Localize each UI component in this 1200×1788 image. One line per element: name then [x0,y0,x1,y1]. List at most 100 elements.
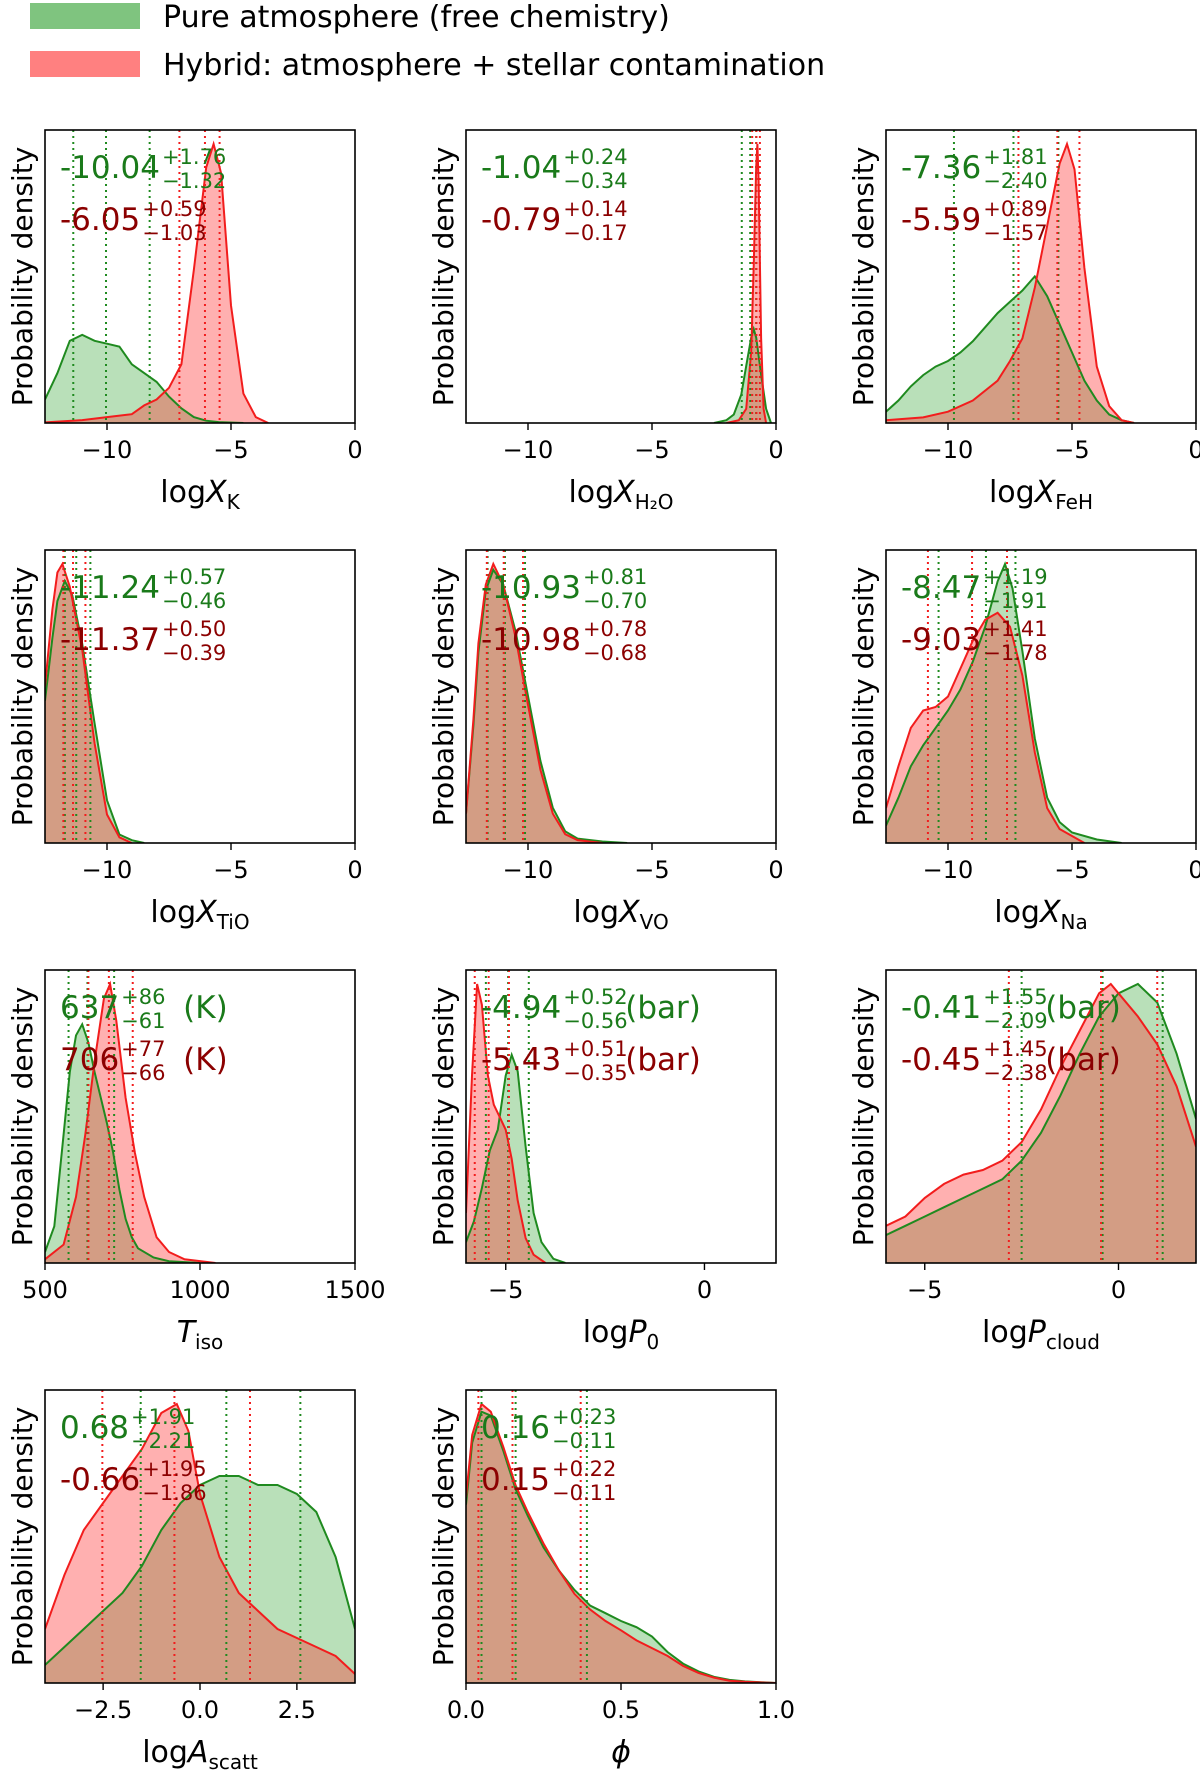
hybrid-annotation-value: -10.98 [481,622,581,658]
pure-annotation-value: -8.47 [901,570,981,606]
pure-annotation: 637 +86−61 (K) [60,985,228,1033]
pure-annotation-value: 0.16 [481,1410,550,1446]
panel-4: −10 −5 0 logXVO Probability density -10.93 +0.… [427,549,784,934]
x-tick-label-2: 1.0 [757,1696,795,1724]
pure-annotation-upper-error: +0.24 [563,145,627,169]
panel-frame [44,549,356,844]
pure-annotation-upper-error: +1.81 [983,145,1047,169]
hybrid-annotation: -0.45 +1.45−2.38 (bar) [901,1037,1121,1085]
pure-density-fill [466,1054,566,1263]
x-label-prefix: log [160,475,206,510]
pure-density-line [466,567,628,843]
pure-annotation-unit: (bar) [1045,990,1121,1026]
x-tick-label-2: 2.5 [278,1696,316,1724]
x-axis-label: logXTiO [150,895,249,934]
hybrid-annotation-lower-error: −2.38 [983,1061,1047,1085]
hybrid-annotation: -0.66 +1.95−1.86 [60,1457,207,1505]
x-tick-label-0: −2.5 [74,1696,132,1724]
y-axis-label: Probability density [427,987,460,1247]
hybrid-annotation-lower-error: −0.11 [552,1481,616,1505]
pure-annotation-upper-error: +1.76 [162,145,226,169]
hybrid-density-line [466,1402,776,1683]
x-label-subscript: VO [640,910,669,934]
x-tick-label-0: −10 [503,436,554,464]
hybrid-density-line [886,140,1135,423]
pure-density-line [466,1410,776,1683]
panel-frame [465,549,777,844]
pure-annotation-upper-error: +0.81 [583,565,647,589]
hybrid-density-line [45,1402,355,1675]
x-label-variable: T [177,1315,198,1350]
hybrid-annotation-unit: (bar) [1045,1042,1121,1078]
x-tick-label-1: −5 [1054,436,1089,464]
pure-density-fill [45,1024,200,1263]
pure-annotation-lower-error: −61 [121,1009,165,1033]
x-axis-label: logP0 [583,1315,660,1354]
panel-frame [885,129,1197,424]
x-tick-label-0: −10 [923,436,974,464]
panel-6: 500 1000 1500 Tiso Probability density 637 +86… [6,969,386,1354]
x-label-variable: X [617,895,641,930]
x-label-subscript: H₂O [635,490,674,514]
hybrid-annotation-lower-error: −1.86 [142,1481,206,1505]
hybrid-annotation: -6.05 +0.59−1.03 [60,197,207,245]
y-axis-label: Probability density [847,147,880,407]
pure-annotation-upper-error: +0.52 [563,985,627,1009]
pure-annotation-upper-error: +1.55 [983,985,1047,1009]
hybrid-density-line [886,611,1085,843]
x-axis-label: logXH₂O [568,475,673,514]
panel-3: −10 −5 0 logXTiO Probability density -11.24 +0… [6,549,363,934]
hybrid-annotation-upper-error: +1.45 [983,1037,1047,1061]
pure-annotation-lower-error: −2.09 [983,1009,1047,1033]
hybrid-annotation: -5.59 +0.89−1.57 [901,197,1048,245]
x-label-subscript: scatt [208,1750,258,1774]
hybrid-annotation-upper-error: +0.51 [563,1037,627,1061]
x-label-subscript: K [227,490,241,514]
pure-annotation-value: -10.93 [481,570,581,606]
hybrid-annotation-upper-error: +0.59 [142,197,206,221]
panel-frame [885,549,1197,844]
pure-density-fill [886,276,1134,423]
x-label-subscript: FeH [1055,490,1093,514]
pure-annotation-lower-error: −1.32 [162,169,226,193]
hybrid-annotation-unit: (K) [183,1042,228,1078]
pure-annotation: 0.68 +1.91−2.21 [60,1405,195,1453]
plot-area [466,550,628,843]
hybrid-annotation-lower-error: −66 [121,1061,165,1085]
panel-frame [885,969,1197,1264]
pure-annotation-value: -4.94 [481,990,561,1026]
x-tick-label-0: −5 [907,1276,942,1304]
hybrid-annotation-lower-error: −0.68 [583,641,647,665]
pure-annotation: -10.04 +1.76−1.32 [60,145,226,193]
hybrid-annotation-value: -6.05 [60,202,140,238]
x-axis-label: logAscatt [142,1735,258,1774]
hybrid-annotation-value: -0.79 [481,202,561,238]
hybrid-annotation: -10.98 +0.78−0.68 [481,617,647,665]
panel-frame [465,969,777,1264]
hybrid-annotation: 706 +77−66 (K) [60,1037,228,1085]
y-axis-label: Probability density [6,987,39,1247]
hybrid-annotation-upper-error: +0.89 [983,197,1047,221]
x-tick-label-1: 0.0 [181,1696,219,1724]
pure-density-fill [466,1411,776,1683]
hybrid-annotation-upper-error: +0.78 [583,617,647,641]
hybrid-annotation-lower-error: −1.78 [983,641,1047,665]
hybrid-density-line [45,980,216,1263]
hybrid-density-fill [466,564,603,843]
x-axis-label: logXFeH [989,475,1093,514]
pure-annotation-value: 637 [60,990,119,1026]
hybrid-annotation-value: -5.43 [481,1042,561,1078]
x-tick-label-1: −5 [1054,856,1089,884]
hybrid-annotation: -0.79 +0.14−0.17 [481,197,628,245]
pure-annotation-unit: (bar) [625,990,701,1026]
hybrid-annotation-value: -11.37 [60,622,160,658]
x-label-subscript: Na [1061,910,1088,934]
x-tick-label-1: 0.5 [602,1696,640,1724]
hybrid-density-line [466,983,547,1263]
panel-8: −5 0 logPcloud Probability density -0.41 +1.5… [847,969,1197,1354]
y-axis-label: Probability density [427,567,460,827]
x-tick-label-2: 0 [1188,436,1200,464]
hybrid-annotation-lower-error: −1.57 [983,221,1047,245]
pure-density-line [45,578,145,843]
x-label-subscript: cloud [1046,1330,1100,1354]
